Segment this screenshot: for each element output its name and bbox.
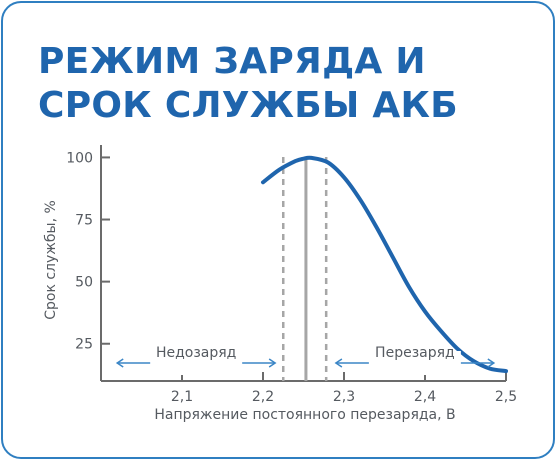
x-axis-label: Напряжение постоянного перезаряда, В [154, 407, 455, 423]
title-line-1: РЕЖИМ ЗАРЯДА И [38, 41, 426, 82]
x-tick-label: 2,3 [333, 389, 355, 405]
x-tick-label: 2,2 [252, 389, 274, 405]
region-annotations: Недозаряд Перезаряд [115, 345, 496, 375]
x-tick-label: 2,5 [495, 389, 517, 405]
arrow-head-left [115, 358, 124, 368]
y-tick-label: 25 [75, 337, 93, 353]
tick-labels: 25 50 75 100 2,1 2,2 2,3 2,4 2,5 [66, 150, 517, 405]
y-axis-label: Срок службы, % [43, 200, 59, 320]
curve-layer [261, 155, 508, 374]
arrow-head-left [334, 358, 343, 368]
arrow-head-right [268, 358, 277, 368]
y-tick-label: 100 [66, 150, 93, 166]
undercharge-label: Недозаряд [156, 345, 236, 361]
overcharge-label: Перезаряд [375, 345, 455, 361]
arrow-head-right [487, 358, 496, 368]
x-tick-label: 2,1 [171, 389, 193, 405]
label-backdrop [150, 351, 243, 375]
y-tick-label: 75 [75, 213, 93, 229]
x-tick-label: 2,4 [414, 389, 436, 405]
reference-lines [282, 157, 328, 381]
title-line-2: СРОК СЛУЖБЫ АКБ [38, 85, 459, 126]
chart-title: РЕЖИМ ЗАРЯДА И СРОК СЛУЖБЫ АКБ [38, 40, 458, 128]
service-life-curve [261, 155, 508, 374]
label-backdrop [368, 351, 461, 375]
axes [100, 145, 507, 382]
y-tick-label: 50 [75, 275, 93, 291]
